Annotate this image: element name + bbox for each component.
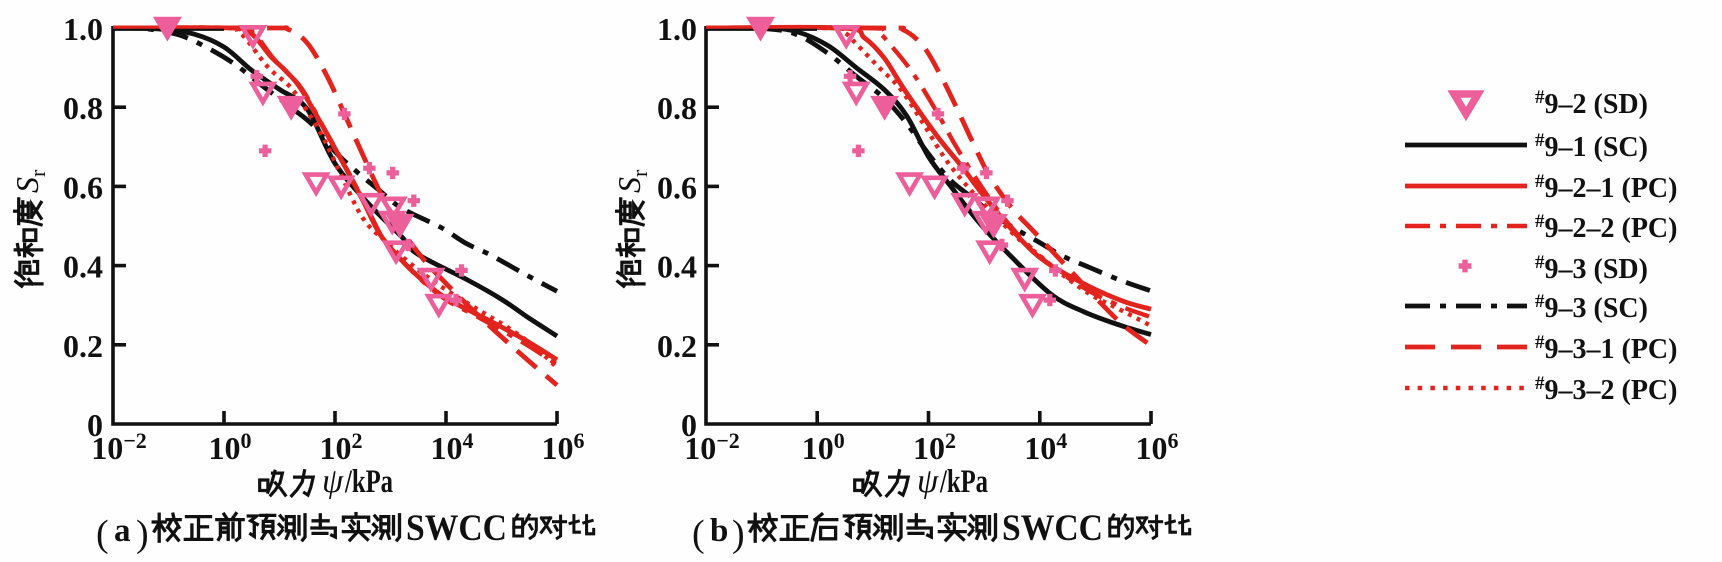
svg-text:(: ( xyxy=(96,513,109,555)
svg-text:): ) xyxy=(136,513,149,555)
svg-text:): ) xyxy=(732,513,745,555)
svg-text:b: b xyxy=(710,513,728,549)
svg-text:#9–1 (SC): #9–1 (SC) xyxy=(1535,130,1648,163)
svg-text:/kPa: /kPa xyxy=(344,464,393,500)
svg-text:SWCC: SWCC xyxy=(1002,508,1103,549)
svg-text:#9–3 (SD): #9–3 (SD) xyxy=(1535,252,1648,285)
svg-text:1.0: 1.0 xyxy=(63,11,103,47)
svg-text:ψ: ψ xyxy=(917,463,939,500)
svg-text:/kPa: /kPa xyxy=(939,464,988,500)
svg-text:#9–3–1 (PC): #9–3–1 (PC) xyxy=(1535,332,1677,365)
svg-text:0.8: 0.8 xyxy=(657,90,697,126)
svg-text:#9–2–1 (PC): #9–2–1 (PC) xyxy=(1535,171,1677,204)
svg-text:0.4: 0.4 xyxy=(63,249,103,285)
svg-text:#9–2–2 (PC): #9–2–2 (PC) xyxy=(1535,211,1677,244)
svg-text:0.2: 0.2 xyxy=(63,328,103,364)
svg-text:10−2: 10−2 xyxy=(684,428,740,466)
svg-text:(: ( xyxy=(692,513,705,555)
svg-text:10−2: 10−2 xyxy=(91,428,147,466)
svg-text:0: 0 xyxy=(87,407,103,443)
svg-text:1.0: 1.0 xyxy=(657,11,697,47)
svg-text:0.4: 0.4 xyxy=(657,249,697,285)
svg-text:#9–3 (SC): #9–3 (SC) xyxy=(1535,291,1648,324)
svg-text:0.8: 0.8 xyxy=(63,90,103,126)
svg-text:100: 100 xyxy=(802,428,845,466)
svg-text:SWCC: SWCC xyxy=(406,508,507,549)
svg-text:0: 0 xyxy=(681,407,697,443)
svg-text:#9–2 (SD): #9–2 (SD) xyxy=(1535,87,1648,120)
svg-text:0.2: 0.2 xyxy=(657,328,697,364)
svg-text:ψ: ψ xyxy=(322,463,344,500)
svg-text:a: a xyxy=(114,513,131,549)
svg-text:0.6: 0.6 xyxy=(657,169,697,205)
svg-text:0.6: 0.6 xyxy=(63,169,103,205)
svg-text:#9–3–2 (PC): #9–3–2 (PC) xyxy=(1535,373,1677,406)
